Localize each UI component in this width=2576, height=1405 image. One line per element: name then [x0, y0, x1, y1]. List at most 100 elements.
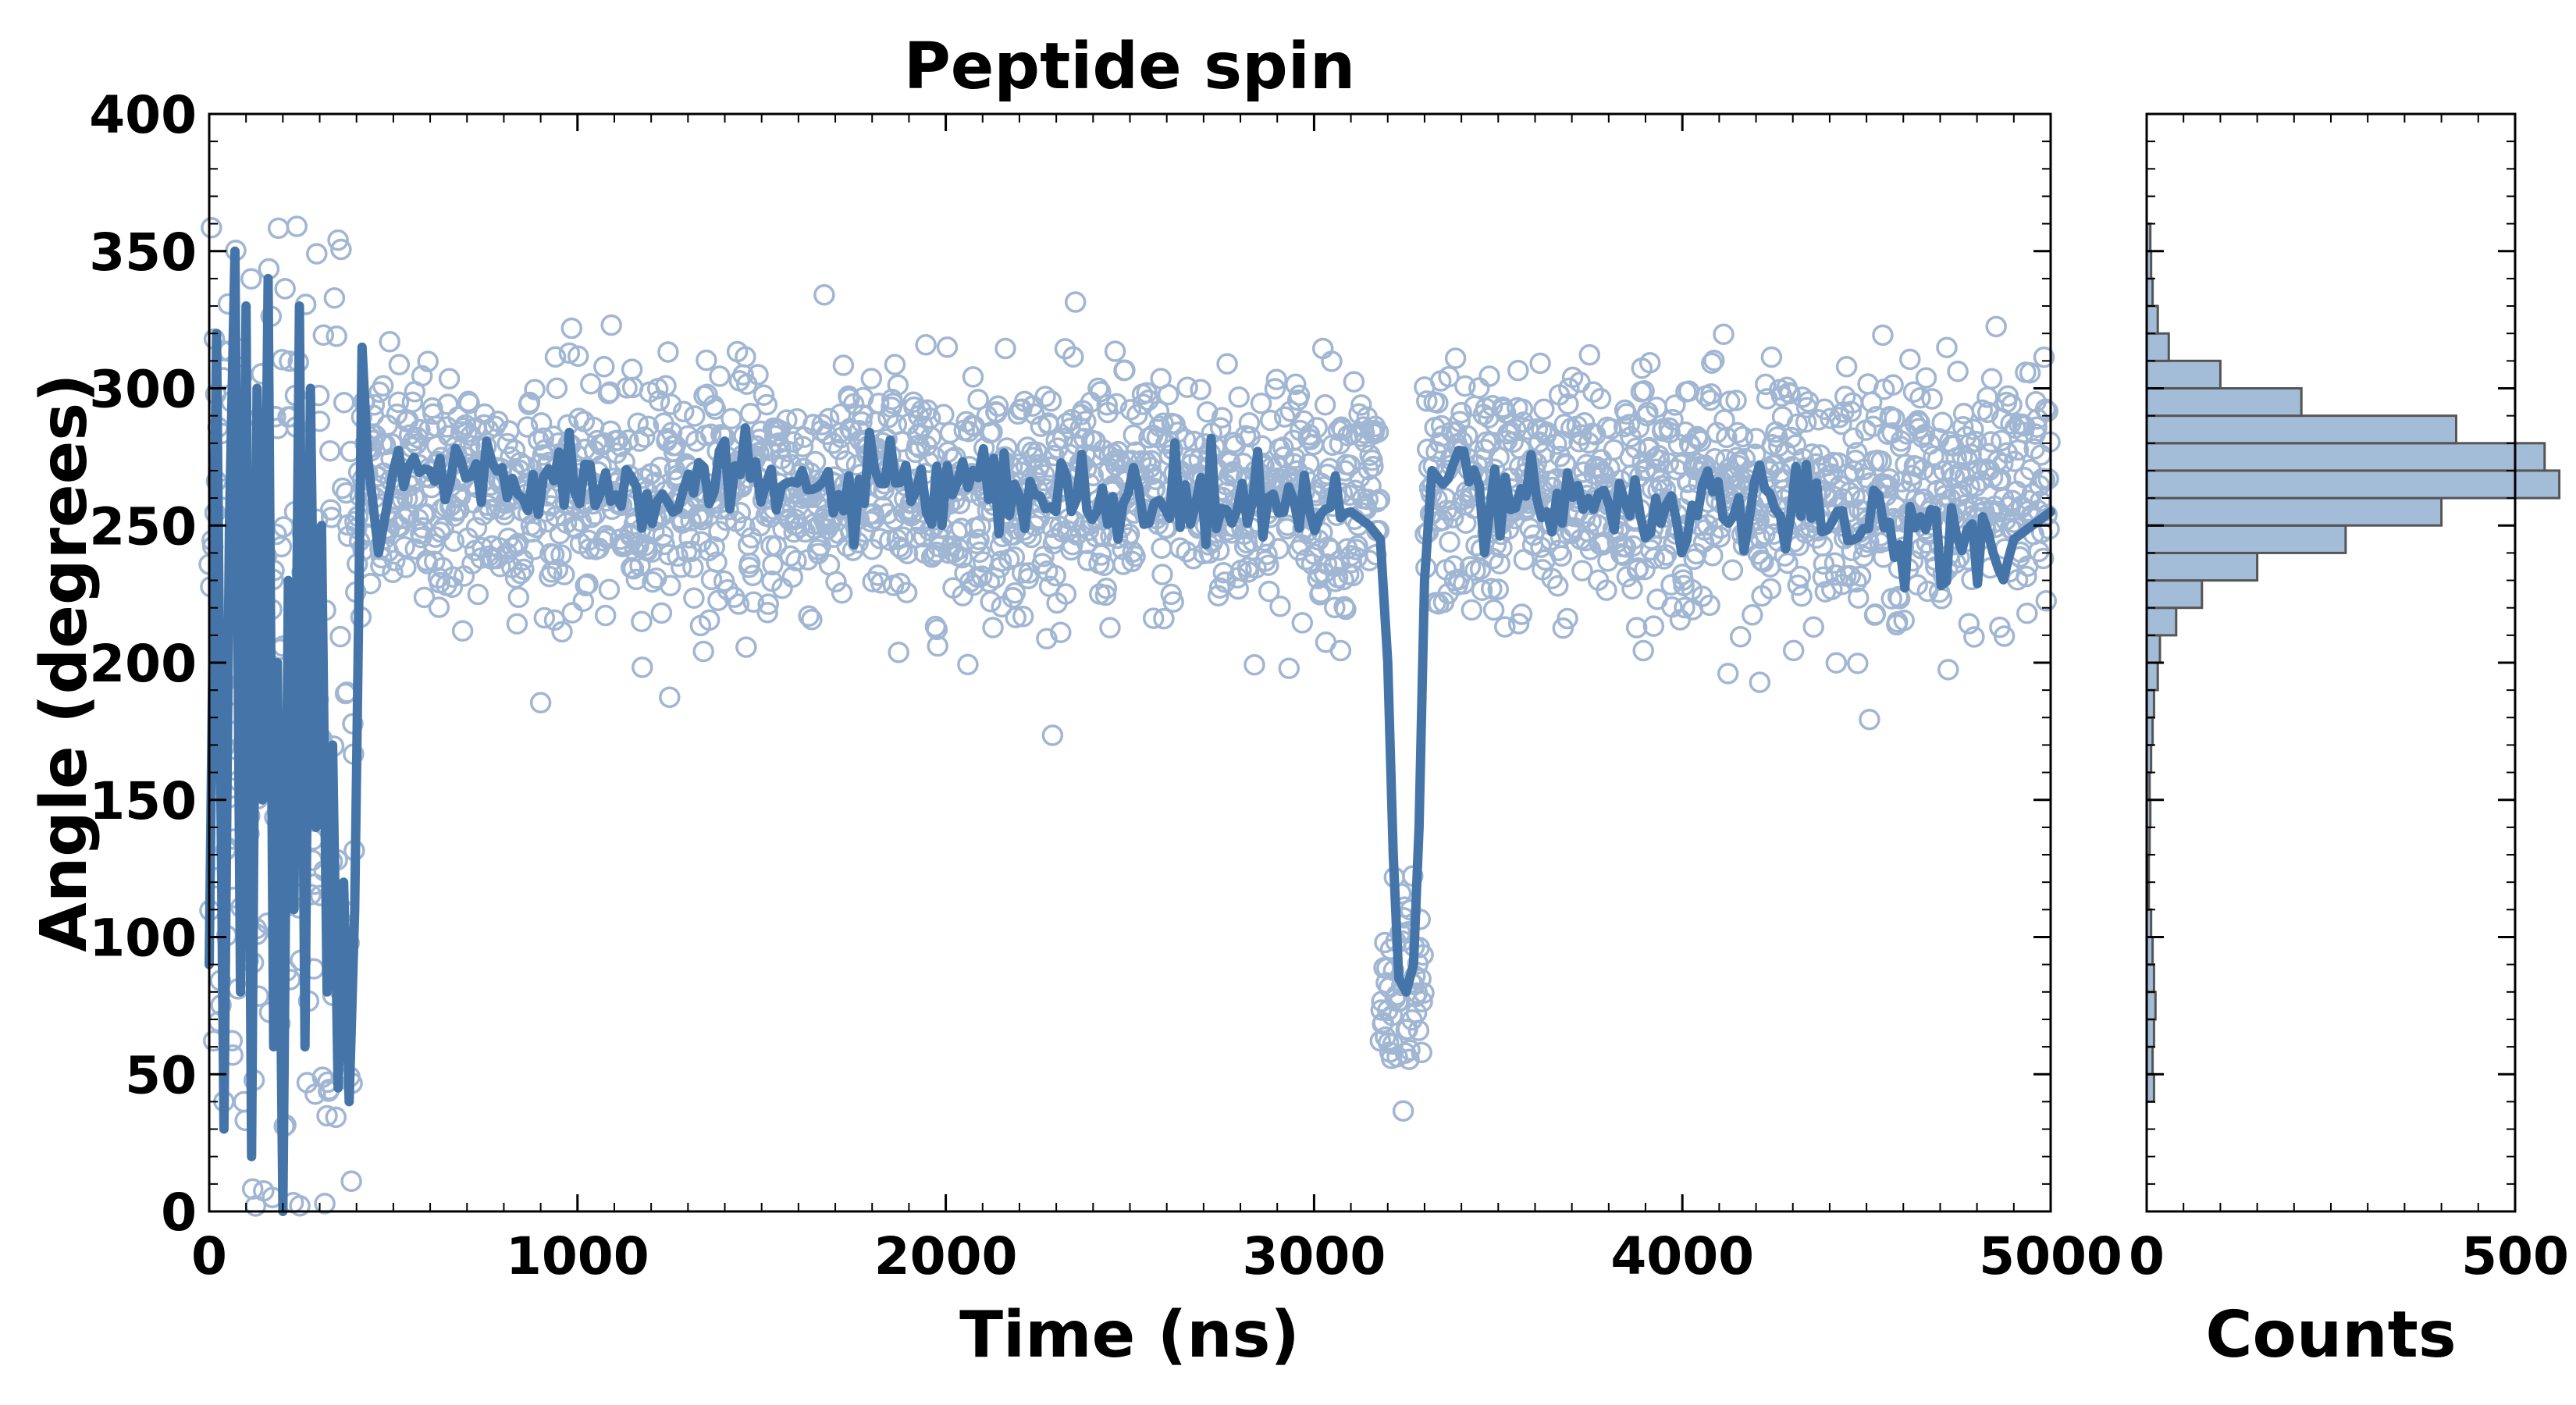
scatter-point	[867, 392, 890, 414]
scatter-point	[1456, 425, 1478, 446]
scatter-point	[1703, 349, 1725, 372]
scatter-point	[1921, 388, 1943, 410]
x-tick-label: 3000	[1243, 1226, 1386, 1286]
scatter-point	[884, 354, 906, 375]
scatter-point	[516, 416, 539, 438]
scatter-point	[832, 354, 855, 376]
scatter-point	[312, 324, 335, 347]
scatter-point	[1438, 365, 1460, 388]
scatter-point	[1847, 653, 1869, 674]
scatter-point	[895, 582, 918, 603]
scatter-point	[1787, 574, 1809, 596]
x-tick-label: 2000	[874, 1226, 1018, 1286]
scatter-point	[306, 243, 328, 265]
scatter-point	[510, 563, 532, 585]
scatter-point	[513, 558, 535, 581]
scatter-point	[657, 341, 679, 363]
scatter-point	[1367, 421, 1389, 443]
scatter-point	[1314, 393, 1336, 416]
scatter-point	[617, 429, 639, 451]
y-tick-label: 150	[89, 771, 197, 831]
x-tick-label: 1000	[506, 1226, 649, 1286]
scatter-point	[1487, 578, 1510, 600]
scatter-point	[1625, 617, 1648, 638]
histogram-bar	[2145, 551, 2259, 582]
scatter-point	[747, 364, 769, 386]
scatter-point	[1802, 616, 1824, 638]
scatter-point	[1965, 475, 1987, 497]
scatter-point	[888, 642, 909, 663]
scatter-point	[1849, 565, 1872, 587]
scatter-point	[684, 405, 706, 427]
scatter-point	[311, 1066, 334, 1088]
scatter-point	[698, 609, 720, 631]
scatter-point	[465, 517, 488, 539]
scatter-point	[704, 398, 727, 420]
scatter-point	[443, 530, 465, 553]
scatter-point	[1795, 411, 1817, 433]
scatter-point	[683, 587, 705, 609]
scatter-point	[1713, 323, 1735, 346]
scatter-point	[567, 345, 589, 368]
scatter-point	[1136, 382, 1158, 404]
scatter-point	[804, 450, 827, 473]
scatter-point	[1912, 458, 1934, 481]
scatter-point	[1791, 386, 1813, 408]
scatter-point	[546, 377, 568, 400]
scatter-point	[1991, 453, 2014, 475]
scatter-point	[1687, 428, 1709, 450]
scatter-point	[388, 354, 411, 375]
scatter-point	[402, 430, 425, 452]
scatter-point	[1459, 556, 1482, 578]
scatter-point	[1786, 413, 1809, 436]
scatter-point	[1064, 291, 1087, 313]
scatter-point	[594, 604, 617, 627]
scatter-point	[327, 229, 349, 251]
scatter-point	[1399, 1039, 1421, 1061]
scatter-point	[811, 414, 833, 436]
scatter-point	[1821, 578, 1843, 600]
scatter-point	[1147, 400, 1170, 422]
scatter-point	[379, 331, 400, 353]
scatter-point	[503, 439, 526, 461]
scatter-point	[756, 393, 778, 416]
scatter-point	[543, 543, 565, 566]
scatter-point	[1062, 346, 1084, 368]
scatter-point	[1507, 613, 1530, 635]
scatter-point	[1216, 353, 1238, 375]
scatter-point	[659, 574, 681, 597]
scatter-point	[1959, 475, 1980, 498]
x-tick-label: 0	[191, 1226, 227, 1286]
scatter-point	[1791, 585, 1813, 607]
scatter-point	[1162, 591, 1184, 613]
scatter-point	[1366, 490, 1389, 513]
scatter-point	[1265, 368, 1288, 390]
scatter-point	[649, 457, 671, 478]
scatter-series	[198, 215, 2061, 1217]
scatter-point	[1546, 574, 1569, 597]
scatter-point	[1550, 545, 1573, 567]
scatter-point	[1899, 348, 1921, 371]
scatter-point	[637, 415, 660, 437]
scatter-point	[1754, 523, 1776, 546]
scatter-point	[1782, 639, 1805, 662]
x-tick-label: 4000	[1610, 1226, 1754, 1286]
scatter-point	[1214, 571, 1236, 593]
scatter-point	[987, 395, 1009, 418]
scatter-point	[798, 605, 820, 628]
scatter-point	[387, 391, 410, 414]
scatter-point	[1407, 1019, 1430, 1041]
scatter-point	[1734, 448, 1756, 470]
scatter-point	[633, 426, 656, 448]
scatter-point	[1392, 1100, 1414, 1122]
scatter-point	[801, 608, 823, 631]
scatter-point	[1731, 425, 1754, 448]
scatter-point	[785, 550, 807, 572]
scatter-point	[359, 572, 382, 595]
scatter-point	[1825, 652, 1848, 674]
scatter-point	[1092, 439, 1115, 461]
scatter-point	[1362, 455, 1384, 478]
scatter-point	[1749, 671, 1771, 693]
scatter-point	[1632, 639, 1654, 662]
histogram-bar	[2145, 606, 2178, 637]
